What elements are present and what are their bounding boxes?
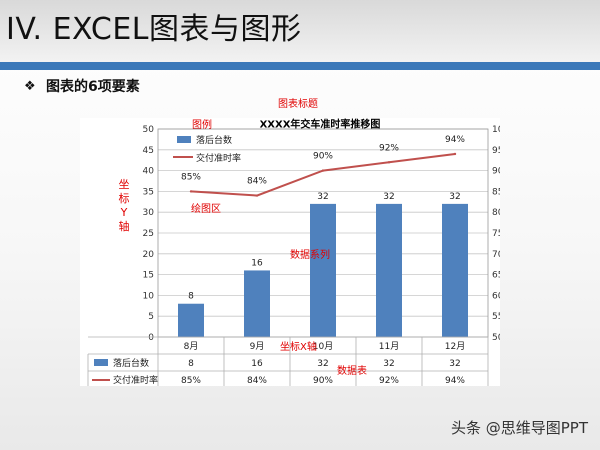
table-cell: 90% (313, 376, 333, 386)
table-cell: 32 (317, 359, 328, 369)
diamond-bullet-icon: ❖ (24, 78, 36, 94)
table-cell: 32 (383, 359, 394, 369)
line-point (255, 194, 259, 197)
annotation-chart-title: 图表标题 (278, 99, 318, 110)
table-row-header: 落后台数 (113, 357, 149, 369)
y-right-tick-label: 75% (492, 229, 500, 239)
bullet-text: 图表的6项要素 (46, 79, 140, 95)
x-tick-label: 12月 (445, 341, 465, 352)
title-bar (0, 0, 600, 62)
line-data-label: 84% (247, 177, 267, 187)
page-title: IV. EXCEL图表与图形 (6, 12, 302, 47)
line-point (321, 169, 325, 172)
title-underline (0, 62, 600, 70)
line-data-label: 92% (379, 143, 399, 153)
bar-data-label: 32 (317, 192, 328, 202)
y-left-tick-label: 15 (143, 271, 154, 281)
x-tick-label: 10月 (313, 341, 333, 352)
y-left-tick-label: 45 (143, 146, 154, 156)
legend-bar-swatch (177, 136, 191, 143)
bar (376, 203, 402, 337)
annotation-data-table: 数据表 (337, 366, 367, 377)
annotation-data-series: 数据系列 (290, 250, 330, 261)
table-bar-key (94, 359, 108, 366)
bar-data-label: 16 (251, 258, 263, 268)
table-cell: 32 (449, 359, 460, 369)
legend-bar-label: 落后台数 (196, 134, 232, 146)
legend-line-label: 交付准时率 (196, 152, 241, 164)
y-right-tick-label: 65% (492, 271, 500, 281)
table-cell: 84% (247, 376, 267, 386)
bar (442, 203, 468, 337)
y-right-tick-label: 50% (492, 333, 500, 343)
table-cell: 94% (445, 376, 465, 386)
table-row-header: 交付准时率 (113, 374, 158, 386)
y-left-tick-label: 35 (143, 187, 154, 197)
y-right-tick-label: 85% (492, 187, 500, 197)
line-data-label: 94% (445, 135, 465, 145)
y-right-tick-label: 60% (492, 291, 500, 301)
y-right-tick-label: 100% (492, 125, 500, 135)
bar (310, 203, 336, 337)
watermark: 头条 @思维导图PPT (450, 419, 588, 437)
y-right-tick-label: 95% (492, 146, 500, 156)
y-right-tick-label: 80% (492, 208, 500, 218)
bar (244, 270, 270, 337)
line-point (387, 161, 391, 164)
y-left-tick-label: 20 (143, 250, 155, 260)
annotation-plot-area: 绘图区 (191, 204, 221, 215)
line-point (189, 190, 193, 193)
bar (178, 303, 204, 337)
y-left-tick-label: 30 (143, 208, 155, 218)
y-left-tick-label: 10 (143, 291, 155, 301)
bar-data-label: 32 (383, 192, 394, 202)
bullet-heading: ❖ 图表的6项要素 (24, 76, 140, 96)
x-tick-label: 9月 (250, 341, 265, 352)
y-left-tick-label: 0 (148, 333, 154, 343)
line-data-label: 90% (313, 152, 333, 162)
y-right-tick-label: 70% (492, 250, 500, 260)
y-right-tick-label: 55% (492, 312, 500, 322)
chart-title: XXXX年交车准时率推移图 (260, 118, 381, 130)
y-left-tick-label: 50 (143, 125, 155, 135)
y-left-tick-label: 5 (148, 312, 154, 322)
table-cell: 16 (251, 359, 263, 369)
bar-data-label: 32 (449, 192, 460, 202)
line-data-label: 85% (181, 172, 201, 182)
bar-data-label: 8 (188, 292, 194, 302)
table-cell: 85% (181, 376, 201, 386)
y-left-tick-label: 25 (143, 229, 154, 239)
table-cell: 92% (379, 376, 399, 386)
x-tick-label: 8月 (184, 341, 199, 352)
x-tick-label: 11月 (379, 341, 399, 352)
y-left-tick-label: 40 (143, 167, 155, 177)
line-point (453, 152, 457, 156)
table-cell: 8 (188, 359, 194, 369)
annotation-x-axis: 坐标X轴 (280, 342, 317, 353)
y-right-tick-label: 90% (492, 167, 500, 177)
annotation-legend: 图例 (192, 120, 212, 131)
